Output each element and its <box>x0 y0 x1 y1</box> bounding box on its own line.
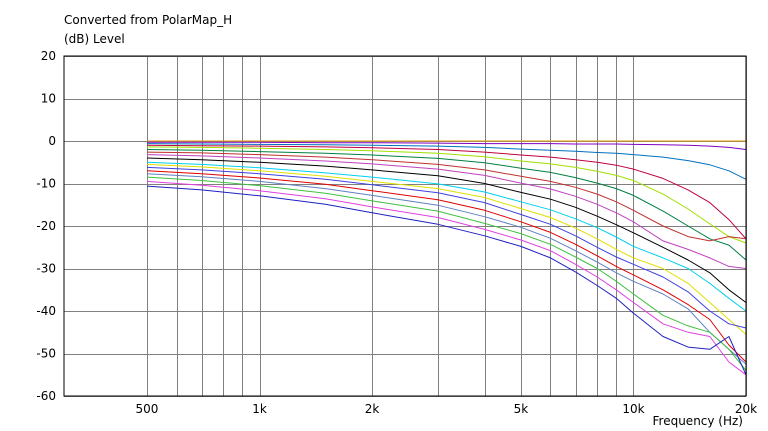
series-lines <box>146 140 747 376</box>
series-line-2 <box>147 141 747 150</box>
series-line-8 <box>146 154 747 269</box>
series-line-10 <box>146 161 747 312</box>
y-tick-label: -60 <box>36 389 56 403</box>
series-line-11 <box>146 163 747 335</box>
x-tick-label: 10k <box>622 402 644 416</box>
y-tick-label: -30 <box>36 262 56 276</box>
series-line-17 <box>146 185 747 376</box>
plot-frame <box>63 55 747 397</box>
series-line-9 <box>146 157 747 303</box>
series-line-7 <box>146 151 747 242</box>
series-line-5 <box>146 146 747 244</box>
x-tick-label: 20k <box>735 402 757 416</box>
y-tick-labels: 20 10 0 -10 -20 -30 -40 -50 -60 <box>36 49 56 403</box>
y-tick-label: 10 <box>41 92 56 106</box>
series-line-16 <box>146 180 747 376</box>
series-line-6 <box>146 149 747 261</box>
series-line-12 <box>146 166 747 329</box>
series-line-13 <box>146 170 747 363</box>
y-tick-label: -40 <box>36 304 56 318</box>
x-tick-label: 5k <box>514 402 529 416</box>
x-tick-label: 2k <box>365 402 380 416</box>
x-tick-label: 1k <box>252 402 267 416</box>
series-line-14 <box>146 173 747 365</box>
y-tick-label: 20 <box>41 49 56 63</box>
x-tick-label: 500 <box>136 402 159 416</box>
chart-title: Converted from PolarMap_H <box>64 13 232 27</box>
y-tick-label: -50 <box>36 347 56 361</box>
x-axis-label: Frequency (Hz) <box>653 414 744 428</box>
y-tick-label: -20 <box>36 219 56 233</box>
series-line-3 <box>146 143 747 180</box>
series-line-4 <box>146 144 747 240</box>
series-line-15 <box>146 176 747 371</box>
y-tick-label: 0 <box>48 134 56 148</box>
y-tick-label: -10 <box>36 177 56 191</box>
y-axis-label: (dB) Level <box>64 32 125 46</box>
x-tick-labels: 500 1k 2k 5k 10k 20k <box>136 402 758 416</box>
